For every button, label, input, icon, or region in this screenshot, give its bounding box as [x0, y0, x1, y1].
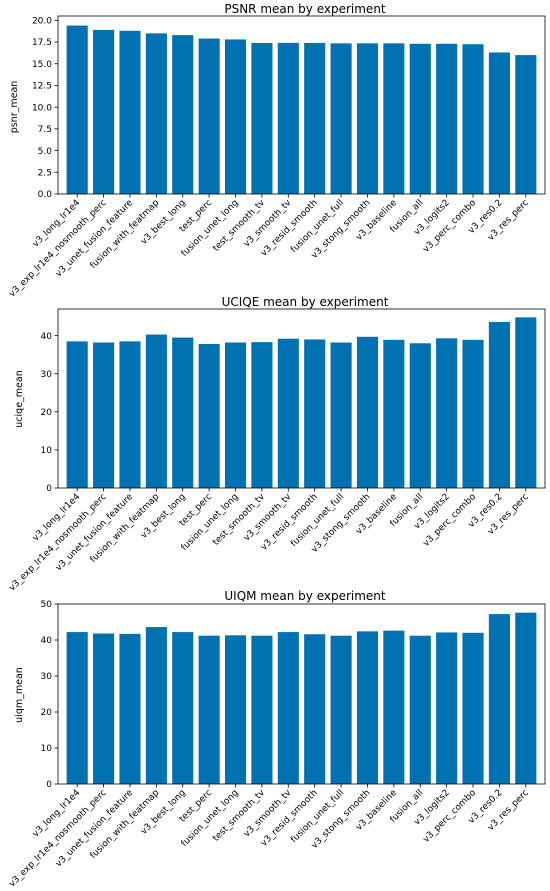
- bar: [436, 43, 458, 194]
- bar: [198, 38, 220, 194]
- bar: [462, 632, 484, 784]
- bar: [145, 627, 167, 784]
- bar: [224, 342, 247, 488]
- bar: [172, 632, 194, 784]
- plot-frame: [57, 15, 546, 195]
- panel-psnr: PSNR mean by experiment psnr_mean 0.0 2.5…: [7, 2, 546, 299]
- y-tick-label: 20.0: [32, 17, 52, 27]
- x-tick-label: v3_exp_lr1e4_nosmooth_perc: [7, 198, 108, 299]
- y-axis-label: uciqe_mean: [14, 370, 25, 427]
- y-tick-label: 12.5: [32, 82, 52, 92]
- bar: [330, 43, 352, 194]
- y-tick-label: 40: [41, 332, 53, 342]
- bar: [277, 42, 299, 194]
- bar: [409, 343, 431, 488]
- bar: [356, 336, 379, 488]
- y-tick-label: 10: [41, 744, 53, 754]
- bar: [409, 43, 431, 194]
- bar: [304, 339, 326, 488]
- x-tick-label: v3_exp_lr1e4_nosmooth_perc: [7, 788, 108, 889]
- bar: [304, 634, 326, 784]
- bar: [93, 342, 115, 488]
- bar: [224, 39, 247, 194]
- bar: [330, 635, 352, 784]
- y-tick-label: 2.5: [38, 168, 52, 178]
- y-tick-label: 5.0: [38, 147, 53, 157]
- bar: [277, 632, 299, 784]
- y-axis-label: uiqm_mean: [14, 667, 25, 723]
- bar: [119, 341, 141, 488]
- y-tick-label: 7.5: [38, 125, 52, 135]
- bar: [66, 632, 88, 784]
- y-tick-label: 0.0: [38, 190, 53, 200]
- bar: [330, 342, 352, 488]
- bar: [383, 339, 405, 488]
- y-tick-label: 0: [46, 780, 52, 790]
- y-tick-label: 10.0: [32, 103, 52, 113]
- bar: [277, 338, 299, 488]
- bar: [93, 633, 115, 784]
- bar: [172, 35, 194, 194]
- y-tick-label: 30: [41, 370, 53, 380]
- bar: [145, 33, 167, 195]
- bar: [66, 341, 88, 488]
- bar: [409, 635, 431, 784]
- bar: [462, 44, 484, 194]
- y-tick-label: 17.5: [32, 38, 52, 48]
- y-axis-label: psnr_mean: [9, 81, 20, 134]
- plot-frame: [57, 308, 546, 489]
- chart-title: PSNR mean by experiment: [224, 2, 386, 16]
- chart-title: UCIQE mean by experiment: [222, 295, 389, 309]
- bar: [198, 344, 220, 488]
- bar: [119, 30, 141, 195]
- y-tick-label: 0: [46, 484, 52, 494]
- plot-frame: [57, 603, 546, 785]
- y-tick-label: 20: [41, 708, 53, 718]
- bar: [488, 52, 510, 194]
- x-tick-label: v3_exp_lr1e4_nosmooth_perc: [7, 492, 108, 593]
- bar: [251, 42, 273, 194]
- bar: [436, 338, 458, 488]
- bar: [515, 55, 537, 194]
- bar: [515, 612, 537, 784]
- chart-title: UIQM mean by experiment: [224, 589, 386, 603]
- y-tick-label: 50: [41, 600, 53, 610]
- y-tick-label: 40: [41, 636, 53, 646]
- bar: [383, 43, 405, 194]
- y-tick-label: 15.0: [32, 60, 52, 70]
- bar: [251, 635, 273, 784]
- bar: [515, 317, 537, 488]
- bar: [66, 25, 88, 194]
- bar: [356, 631, 379, 784]
- bar: [488, 321, 510, 488]
- bar: [488, 614, 510, 784]
- y-tick-label: 20: [41, 408, 53, 418]
- bar: [356, 43, 379, 194]
- bar: [436, 632, 458, 784]
- panel-uiqm: UIQM mean by experiment uiqm_mean 0 10 20 3…: [7, 589, 546, 889]
- y-tick-label: 10: [41, 446, 53, 456]
- bar: [198, 635, 220, 784]
- bar: [93, 29, 115, 194]
- bar: [251, 342, 273, 488]
- bar: [119, 633, 141, 784]
- panel-uciqe: UCIQE mean by experiment uciqe_mean 0 10 2…: [7, 295, 546, 593]
- bar: [462, 339, 484, 488]
- bar: [224, 635, 247, 784]
- bar: [145, 334, 167, 488]
- bar: [383, 630, 405, 784]
- y-tick-label: 30: [41, 672, 53, 682]
- bar: [172, 337, 194, 488]
- bar: [304, 42, 326, 194]
